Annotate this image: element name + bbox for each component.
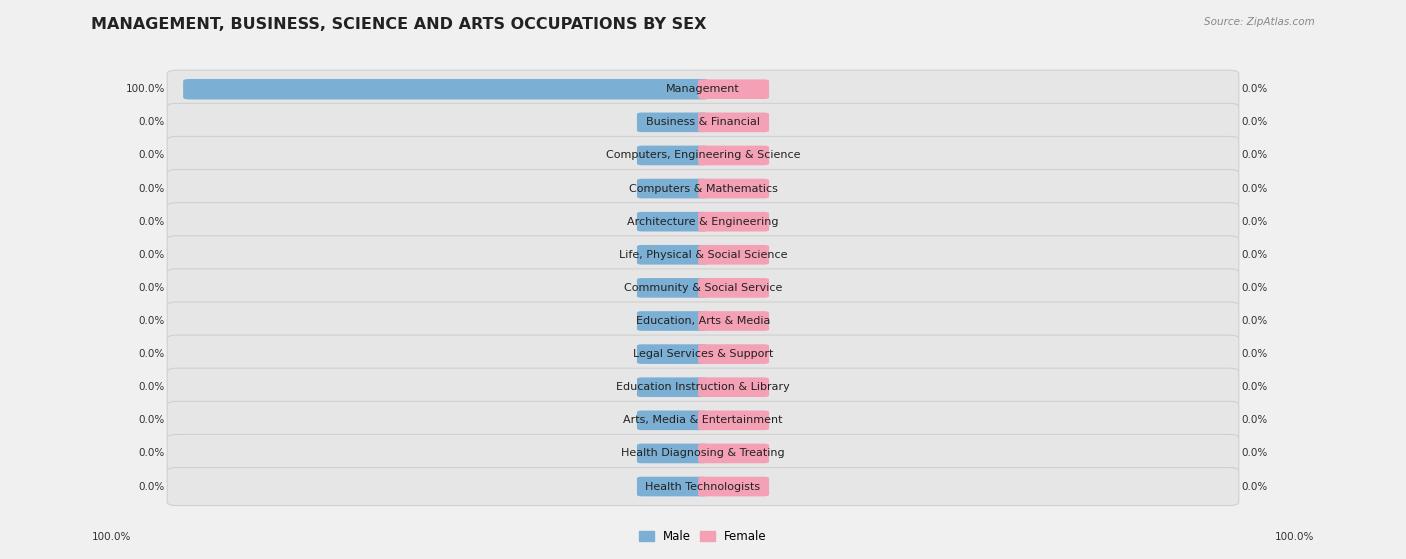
- Text: Legal Services & Support: Legal Services & Support: [633, 349, 773, 359]
- Text: 0.0%: 0.0%: [1241, 316, 1267, 326]
- Text: 0.0%: 0.0%: [1241, 250, 1267, 260]
- FancyBboxPatch shape: [699, 344, 769, 364]
- Text: Source: ZipAtlas.com: Source: ZipAtlas.com: [1204, 17, 1315, 27]
- FancyBboxPatch shape: [167, 467, 1239, 505]
- FancyBboxPatch shape: [183, 79, 709, 100]
- Text: 0.0%: 0.0%: [139, 283, 165, 293]
- FancyBboxPatch shape: [167, 434, 1239, 472]
- Text: 0.0%: 0.0%: [139, 415, 165, 425]
- Text: 0.0%: 0.0%: [1241, 117, 1267, 127]
- Text: Health Technologists: Health Technologists: [645, 481, 761, 491]
- Text: 0.0%: 0.0%: [1241, 382, 1267, 392]
- FancyBboxPatch shape: [167, 269, 1239, 307]
- Text: Arts, Media & Entertainment: Arts, Media & Entertainment: [623, 415, 783, 425]
- FancyBboxPatch shape: [699, 112, 769, 132]
- Text: Community & Social Service: Community & Social Service: [624, 283, 782, 293]
- FancyBboxPatch shape: [699, 444, 769, 463]
- FancyBboxPatch shape: [699, 377, 769, 397]
- FancyBboxPatch shape: [637, 146, 707, 165]
- FancyBboxPatch shape: [699, 410, 769, 430]
- FancyBboxPatch shape: [637, 245, 707, 264]
- Text: 0.0%: 0.0%: [1241, 217, 1267, 226]
- Text: Management: Management: [666, 84, 740, 94]
- Text: 0.0%: 0.0%: [139, 349, 165, 359]
- FancyBboxPatch shape: [637, 444, 707, 463]
- Text: 0.0%: 0.0%: [139, 117, 165, 127]
- FancyBboxPatch shape: [699, 179, 769, 198]
- Text: 0.0%: 0.0%: [1241, 84, 1267, 94]
- Text: Business & Financial: Business & Financial: [645, 117, 761, 127]
- FancyBboxPatch shape: [167, 368, 1239, 406]
- FancyBboxPatch shape: [167, 70, 1239, 108]
- FancyBboxPatch shape: [637, 377, 707, 397]
- FancyBboxPatch shape: [637, 179, 707, 198]
- Text: Computers, Engineering & Science: Computers, Engineering & Science: [606, 150, 800, 160]
- FancyBboxPatch shape: [699, 278, 769, 298]
- Text: MANAGEMENT, BUSINESS, SCIENCE AND ARTS OCCUPATIONS BY SEX: MANAGEMENT, BUSINESS, SCIENCE AND ARTS O…: [91, 17, 707, 32]
- Text: 0.0%: 0.0%: [1241, 283, 1267, 293]
- Text: 0.0%: 0.0%: [139, 448, 165, 458]
- FancyBboxPatch shape: [167, 335, 1239, 373]
- Text: 0.0%: 0.0%: [139, 382, 165, 392]
- FancyBboxPatch shape: [699, 245, 769, 264]
- Text: 0.0%: 0.0%: [1241, 481, 1267, 491]
- Text: 0.0%: 0.0%: [139, 217, 165, 226]
- FancyBboxPatch shape: [637, 112, 707, 132]
- Text: 0.0%: 0.0%: [1241, 448, 1267, 458]
- Text: 0.0%: 0.0%: [139, 250, 165, 260]
- Text: Life, Physical & Social Science: Life, Physical & Social Science: [619, 250, 787, 260]
- FancyBboxPatch shape: [699, 311, 769, 331]
- Text: Education Instruction & Library: Education Instruction & Library: [616, 382, 790, 392]
- Text: 0.0%: 0.0%: [139, 481, 165, 491]
- Text: 0.0%: 0.0%: [1241, 349, 1267, 359]
- Legend: Male, Female: Male, Female: [634, 525, 772, 547]
- Text: Architecture & Engineering: Architecture & Engineering: [627, 217, 779, 226]
- Text: 0.0%: 0.0%: [139, 150, 165, 160]
- Text: 0.0%: 0.0%: [139, 183, 165, 193]
- FancyBboxPatch shape: [167, 302, 1239, 340]
- FancyBboxPatch shape: [699, 477, 769, 496]
- FancyBboxPatch shape: [167, 136, 1239, 174]
- FancyBboxPatch shape: [167, 169, 1239, 207]
- Text: 100.0%: 100.0%: [125, 84, 165, 94]
- Text: Health Diagnosing & Treating: Health Diagnosing & Treating: [621, 448, 785, 458]
- Text: 100.0%: 100.0%: [91, 532, 131, 542]
- Text: Computers & Mathematics: Computers & Mathematics: [628, 183, 778, 193]
- Text: 0.0%: 0.0%: [1241, 415, 1267, 425]
- FancyBboxPatch shape: [637, 278, 707, 298]
- Text: 0.0%: 0.0%: [1241, 150, 1267, 160]
- FancyBboxPatch shape: [637, 410, 707, 430]
- FancyBboxPatch shape: [699, 79, 769, 99]
- FancyBboxPatch shape: [637, 311, 707, 331]
- Text: Education, Arts & Media: Education, Arts & Media: [636, 316, 770, 326]
- FancyBboxPatch shape: [167, 103, 1239, 141]
- FancyBboxPatch shape: [637, 477, 707, 496]
- FancyBboxPatch shape: [167, 401, 1239, 439]
- Text: 100.0%: 100.0%: [1275, 532, 1315, 542]
- FancyBboxPatch shape: [637, 344, 707, 364]
- Text: 0.0%: 0.0%: [1241, 183, 1267, 193]
- FancyBboxPatch shape: [167, 236, 1239, 274]
- FancyBboxPatch shape: [699, 146, 769, 165]
- FancyBboxPatch shape: [637, 212, 707, 231]
- Text: 0.0%: 0.0%: [139, 316, 165, 326]
- FancyBboxPatch shape: [699, 212, 769, 231]
- FancyBboxPatch shape: [167, 203, 1239, 241]
